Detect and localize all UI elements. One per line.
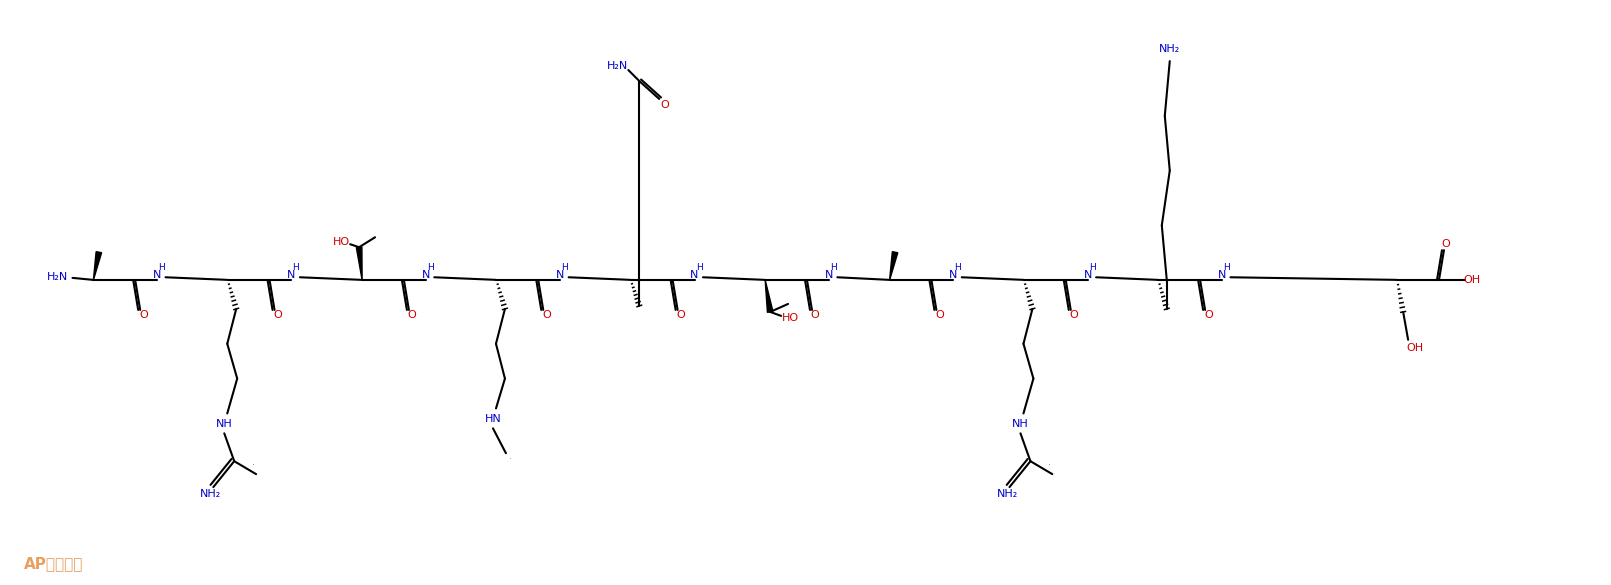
Text: H: H: [561, 263, 569, 272]
Text: HN: HN: [485, 414, 501, 424]
Polygon shape: [765, 280, 773, 312]
Text: H: H: [427, 263, 433, 272]
Text: H: H: [954, 263, 962, 272]
Text: HO: HO: [332, 238, 350, 247]
Text: H₂N: H₂N: [47, 271, 68, 281]
Text: O: O: [1070, 311, 1078, 321]
Text: N: N: [825, 270, 833, 280]
Text: N: N: [422, 270, 430, 280]
Text: N: N: [691, 270, 699, 280]
Text: OH: OH: [1406, 343, 1424, 353]
Text: N: N: [287, 270, 296, 280]
Text: N: N: [153, 270, 161, 280]
Text: N: N: [556, 270, 564, 280]
Text: O: O: [677, 311, 685, 321]
Text: O: O: [541, 311, 551, 321]
Polygon shape: [356, 247, 362, 280]
Text: O: O: [408, 311, 417, 321]
Text: H: H: [1089, 263, 1095, 272]
Text: O: O: [1203, 311, 1213, 321]
Text: H: H: [830, 263, 836, 272]
Polygon shape: [93, 252, 101, 280]
Text: O: O: [274, 311, 282, 321]
Text: O: O: [139, 311, 148, 321]
Text: N: N: [1084, 270, 1092, 280]
Text: H: H: [696, 263, 702, 272]
Text: O: O: [1442, 239, 1450, 249]
Text: NH₂: NH₂: [1160, 44, 1181, 54]
Text: CH₃: CH₃: [509, 457, 512, 459]
Text: HO: HO: [781, 313, 799, 323]
Text: H: H: [293, 263, 300, 272]
Text: H: H: [1223, 263, 1229, 272]
Text: AP专肽生物: AP专肽生物: [24, 556, 84, 571]
Text: OH: OH: [1463, 275, 1481, 285]
Text: O: O: [934, 311, 944, 321]
Polygon shape: [889, 252, 897, 280]
Text: NH₂: NH₂: [997, 489, 1018, 499]
Text: O: O: [810, 311, 820, 321]
Text: NH: NH: [1012, 419, 1029, 429]
Text: O: O: [661, 100, 670, 110]
Text: NH₂: NH₂: [200, 489, 221, 499]
Text: NH: NH: [216, 419, 232, 429]
Text: H₂N: H₂N: [607, 61, 628, 71]
Text: N: N: [1218, 270, 1226, 280]
Text: H: H: [158, 263, 164, 272]
Text: N: N: [949, 270, 957, 280]
